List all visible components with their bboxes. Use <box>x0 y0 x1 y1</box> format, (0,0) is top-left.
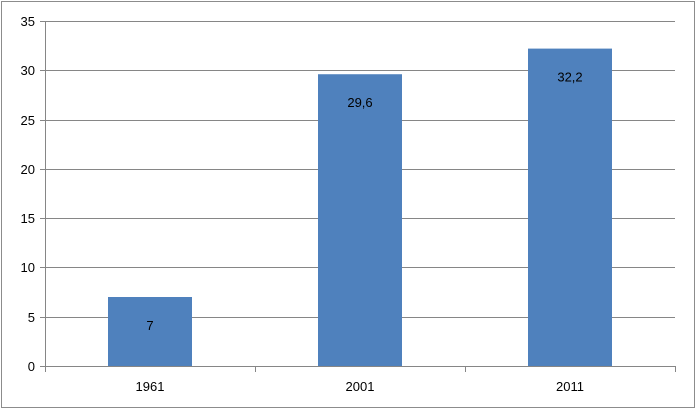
y-tick-label: 5 <box>28 310 35 325</box>
data-label-2001: 29,6 <box>347 95 372 110</box>
x-tick-label-2011: 2011 <box>556 379 584 394</box>
data-label-2011: 32,2 <box>557 70 582 85</box>
y-tick-label: 0 <box>28 359 35 374</box>
y-tick-label: 10 <box>21 260 35 275</box>
data-label-1961: 7 <box>146 318 153 333</box>
bars <box>108 48 612 366</box>
bar-1961 <box>108 297 192 366</box>
x-tick-label-2001: 2001 <box>346 379 375 394</box>
y-tick-label: 30 <box>21 63 35 78</box>
bar-2011 <box>528 48 612 366</box>
labels: 0 5 10 15 20 25 30 35 7 1961 29,6 2001 32,2 2011 <box>21 14 584 394</box>
y-tick-label: 15 <box>21 211 35 226</box>
y-tick-label: 25 <box>21 113 35 128</box>
y-tick-label: 20 <box>21 162 35 177</box>
bar-2001 <box>318 74 402 366</box>
x-tick-label-1961: 1961 <box>136 379 165 394</box>
y-tick-label: 35 <box>21 14 35 29</box>
axes <box>40 21 676 372</box>
